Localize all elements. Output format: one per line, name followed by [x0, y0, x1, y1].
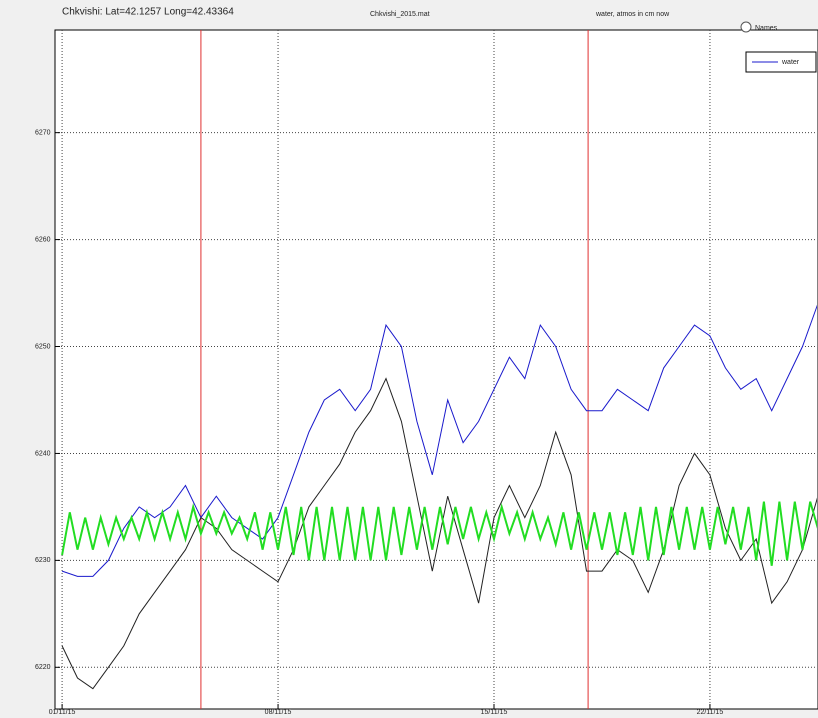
x-tick-label: 01/11/15 — [49, 709, 76, 716]
plot-area — [54, 29, 818, 710]
x-tick-label: 22/11/15 — [697, 709, 724, 716]
y-tick-label: 6260 — [35, 236, 51, 243]
chart-subtitle: Chkvishi_2015.mat — [370, 11, 430, 18]
radio-label[interactable]: Names — [755, 25, 778, 32]
y-tick-label: 6270 — [35, 129, 51, 136]
radio-button[interactable] — [740, 21, 752, 33]
series-line — [61, 377, 817, 690]
series-line — [61, 501, 817, 566]
legend-label: water — [781, 59, 800, 66]
y-tick-label: 6220 — [35, 664, 51, 671]
legend-box — [745, 51, 817, 73]
y-tick-label: 6250 — [35, 343, 51, 350]
series-line — [61, 304, 817, 577]
annotation: water, atmos in cm now — [595, 11, 670, 18]
x-tick-label: 08/11/15 — [265, 709, 292, 716]
x-tick-label: 15/11/15 — [481, 709, 508, 716]
y-tick-label: 6240 — [35, 450, 51, 457]
chart-title: Chkvishi: Lat=42.1257 Long=42.43364 — [62, 7, 234, 18]
y-tick-label: 6230 — [35, 557, 51, 564]
